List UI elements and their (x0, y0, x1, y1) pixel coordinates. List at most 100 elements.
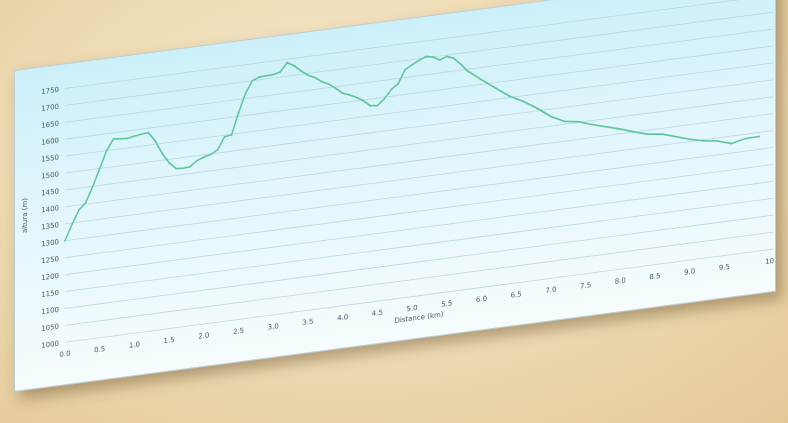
data-point (758, 135, 760, 138)
elevation-data-points (64, 55, 760, 242)
x-tick-label: 5.5 (441, 298, 452, 308)
data-point (647, 133, 649, 136)
y-axis-ticks: 1000 1050 1100 1150 1200 1250 1300 1350 1400 1450… (41, 85, 59, 350)
data-point (258, 76, 261, 79)
grid-line (65, 180, 773, 275)
elevation-chart-card: 1000 1050 1100 1150 1200 1250 1300 1350 1400 1450… (14, 0, 776, 393)
x-tick-label: 7.5 (580, 280, 591, 290)
x-axis-ticks: 0.0 0.5 1.0 1.5 2.0 2.5 3.0 3.5 4.0 4.5 5.0 5.5 6.0 6… (59, 255, 775, 359)
data-point (286, 61, 289, 64)
data-point (272, 73, 275, 76)
data-point (279, 71, 282, 73)
data-point (355, 96, 358, 99)
y-tick-label: 1300 (41, 237, 59, 248)
data-point (716, 140, 719, 142)
data-point (494, 87, 497, 89)
data-point (64, 239, 66, 242)
data-point (508, 95, 511, 97)
data-point (182, 167, 184, 170)
data-point (480, 78, 483, 81)
grid-line (65, 62, 773, 157)
data-point (619, 128, 622, 130)
data-point (244, 92, 247, 95)
data-point (175, 167, 178, 170)
data-point (550, 115, 552, 118)
data-point (112, 137, 115, 140)
grid-line (65, 28, 773, 123)
data-point (196, 159, 198, 162)
data-point (161, 152, 164, 155)
data-point (126, 137, 129, 140)
y-tick-label: 1750 (41, 85, 59, 96)
x-tick-label: 4.5 (372, 307, 383, 317)
x-tick-label: 8.0 (615, 275, 626, 285)
data-point (633, 131, 636, 133)
data-point (369, 104, 372, 107)
x-tick-label: 10.2 (765, 255, 775, 266)
data-point (78, 209, 80, 212)
x-tick-label: 7.0 (545, 285, 556, 295)
grid-line (65, 11, 773, 106)
data-point (98, 167, 101, 170)
x-tick-label: 9.0 (684, 266, 695, 276)
y-tick-label: 1250 (41, 254, 59, 265)
x-axis-label: Distance (km) (394, 309, 443, 324)
data-point (411, 63, 414, 66)
data-point (209, 153, 212, 156)
data-point (105, 149, 108, 152)
y-tick-label: 1200 (41, 271, 59, 282)
data-point (605, 125, 608, 128)
data-point (320, 80, 323, 83)
data-point (300, 70, 302, 72)
y-tick-label: 1700 (41, 102, 59, 113)
data-point (91, 185, 94, 188)
data-point (327, 83, 330, 86)
grid-line (65, 79, 773, 174)
data-point (251, 79, 254, 82)
x-tick-label: 0.5 (94, 344, 105, 354)
data-point (84, 201, 87, 204)
data-point (397, 82, 400, 85)
data-point (577, 120, 580, 123)
data-point (71, 223, 73, 226)
grid-line (65, 231, 773, 326)
data-point (466, 70, 469, 72)
data-point (376, 104, 379, 107)
data-point (307, 74, 309, 77)
chart-grid (65, 0, 773, 343)
data-point (404, 68, 407, 71)
data-point (223, 135, 226, 138)
data-point (591, 123, 594, 126)
data-point (202, 156, 205, 159)
y-tick-label: 1600 (41, 136, 59, 147)
x-tick-label: 1.5 (164, 335, 175, 345)
grid-line (65, 197, 773, 292)
data-point (390, 88, 393, 91)
x-tick-label: 6.0 (476, 294, 487, 304)
data-point (459, 63, 462, 66)
data-point (563, 120, 566, 123)
data-point (452, 57, 455, 60)
y-tick-label: 1500 (41, 169, 59, 180)
x-tick-label: 2.0 (198, 330, 209, 340)
x-tick-label: 0.0 (59, 349, 70, 359)
x-tick-label: 3.5 (302, 317, 313, 327)
data-point (154, 140, 157, 142)
y-tick-label: 1350 (41, 220, 59, 231)
y-tick-label: 1450 (41, 186, 59, 197)
data-point (536, 107, 538, 110)
data-point (418, 59, 420, 62)
x-tick-label: 3.0 (268, 321, 279, 331)
grid-line (65, 113, 773, 208)
y-tick-label: 1100 (41, 305, 59, 316)
y-tick-label: 1050 (41, 322, 59, 333)
grid-line (65, 130, 773, 225)
data-point (140, 133, 143, 136)
data-point (119, 137, 122, 140)
y-axis-label: altura (m) (20, 197, 29, 233)
x-tick-label: 6.5 (511, 289, 522, 299)
grid-line (65, 248, 773, 343)
grid-line (65, 147, 773, 242)
x-tick-label: 9.5 (719, 262, 730, 272)
x-tick-label: 5.0 (406, 303, 417, 313)
